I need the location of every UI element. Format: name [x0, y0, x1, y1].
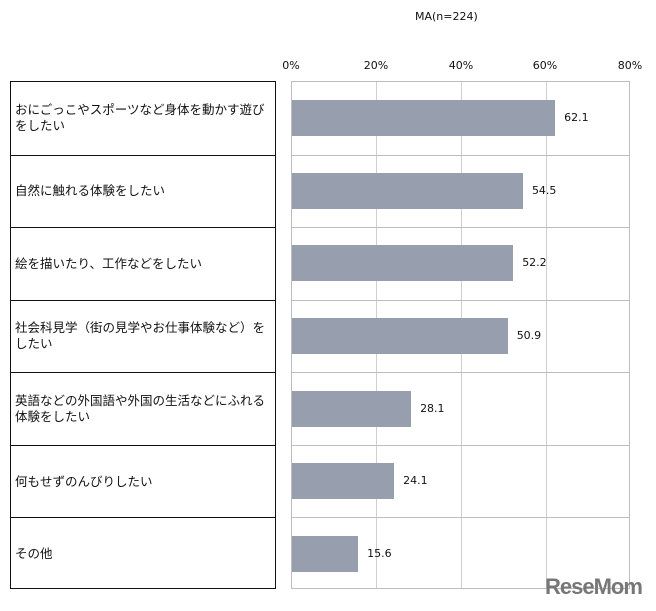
- category-text: 社会科見学（街の見学やお仕事体験など）をしたい: [15, 320, 266, 352]
- category-text: 何もせずのんびりしたい: [15, 473, 153, 489]
- value-label: 50.9: [516, 329, 542, 342]
- category-text: その他: [15, 546, 53, 562]
- gridline: [546, 82, 547, 588]
- bar: [292, 463, 395, 500]
- row-divider: [292, 517, 629, 519]
- bar: [292, 535, 359, 572]
- value-label: 52.2: [522, 256, 547, 270]
- value-label: 28.1: [420, 401, 445, 415]
- sample-note: MA(n=224): [415, 10, 478, 23]
- bar: [292, 245, 514, 282]
- category-label: 何もせずのんびりしたい: [11, 444, 275, 518]
- category-table: おにごっこやスポーツなど身体を動かす遊びをしたい自然に触れる体験をしたい絵を描い…: [10, 81, 276, 589]
- bar: [292, 390, 412, 427]
- x-tick: 0%: [282, 59, 300, 72]
- x-tick: 40%: [448, 59, 474, 72]
- category-label: おにごっこやスポーツなど身体を動かす遊びをしたい: [11, 82, 275, 155]
- category-text: 絵を描いたり、工作などをしたい: [15, 255, 203, 271]
- category-label: 社会科見学（街の見学やお仕事体験など）をしたい: [11, 299, 275, 373]
- category-label: 絵を描いたり、工作などをしたい: [11, 227, 275, 300]
- bar: [292, 172, 523, 209]
- row-divider: [292, 299, 629, 301]
- row-divider: [292, 372, 629, 374]
- row-divider: [292, 154, 629, 156]
- x-tick: 20%: [363, 59, 389, 72]
- x-tick: 80%: [617, 59, 643, 72]
- value-label: 62.1: [564, 111, 589, 125]
- category-text: おにごっこやスポーツなど身体を動かす遊びをしたい: [15, 102, 265, 134]
- bar: [292, 318, 508, 354]
- bar: [292, 100, 556, 137]
- row-divider: [292, 444, 629, 446]
- category-text: 自然に触れる体験をしたい: [15, 183, 166, 199]
- category-label: その他: [11, 517, 275, 590]
- value-label: 15.6: [367, 546, 392, 560]
- plot-area: 62.1 54.5 52.2 50.9 28.1 24.1 15.6: [291, 81, 630, 589]
- category-label: 英語などの外国語や外国の生活などにふれる体験をしたい: [11, 372, 275, 445]
- value-label: 24.1: [403, 474, 428, 488]
- category-label: 自然に触れる体験をしたい: [11, 154, 275, 228]
- x-tick: 60%: [532, 59, 558, 72]
- x-axis-ticks: 0% 20% 40% 60% 80%: [0, 59, 656, 73]
- row-divider: [292, 227, 629, 229]
- resemom-logo: ReseMom: [545, 574, 643, 599]
- category-text: 英語などの外国語や外国の生活などにふれる体験をしたい: [15, 393, 266, 425]
- value-label: 54.5: [531, 183, 557, 197]
